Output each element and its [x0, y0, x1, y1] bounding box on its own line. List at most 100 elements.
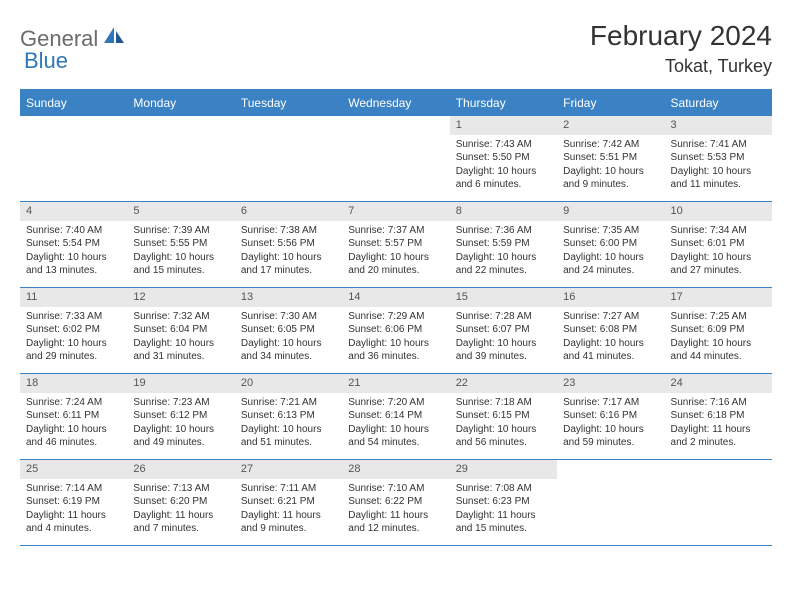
day-line: and 31 minutes.: [133, 350, 228, 364]
day-cell: 26Sunrise: 7:13 AMSunset: 6:20 PMDayligh…: [127, 460, 234, 546]
day-content: Sunrise: 7:36 AMSunset: 5:59 PMDaylight:…: [450, 221, 557, 281]
day-line: and 59 minutes.: [563, 436, 658, 450]
day-line: Sunset: 6:13 PM: [241, 409, 336, 423]
day-line: Sunrise: 7:25 AM: [671, 310, 766, 324]
title-block: February 2024 Tokat, Turkey: [590, 20, 772, 77]
day-line: and 12 minutes.: [348, 522, 443, 536]
day-cell: 10Sunrise: 7:34 AMSunset: 6:01 PMDayligh…: [665, 202, 772, 288]
day-line: Sunrise: 7:30 AM: [241, 310, 336, 324]
day-cell: 20Sunrise: 7:21 AMSunset: 6:13 PMDayligh…: [235, 374, 342, 460]
weekday-header-row: Sunday Monday Tuesday Wednesday Thursday…: [20, 90, 772, 116]
day-content: Sunrise: 7:28 AMSunset: 6:07 PMDaylight:…: [450, 307, 557, 367]
day-line: Sunset: 5:50 PM: [456, 151, 551, 165]
day-line: Sunrise: 7:39 AM: [133, 224, 228, 238]
day-number: 10: [665, 202, 772, 221]
day-line: Daylight: 10 hours: [563, 165, 658, 179]
calendar-page: General February 2024 Tokat, Turkey Blue…: [0, 0, 792, 612]
day-line: Sunset: 6:18 PM: [671, 409, 766, 423]
day-content: Sunrise: 7:25 AMSunset: 6:09 PMDaylight:…: [665, 307, 772, 367]
day-cell: 3Sunrise: 7:41 AMSunset: 5:53 PMDaylight…: [665, 116, 772, 202]
day-number: 19: [127, 374, 234, 393]
day-line: and 27 minutes.: [671, 264, 766, 278]
day-line: Sunrise: 7:11 AM: [241, 482, 336, 496]
empty-cell: [557, 460, 664, 546]
day-number: 23: [557, 374, 664, 393]
day-line: Daylight: 11 hours: [456, 509, 551, 523]
day-line: Sunset: 5:57 PM: [348, 237, 443, 251]
day-line: and 15 minutes.: [456, 522, 551, 536]
day-content: Sunrise: 7:10 AMSunset: 6:22 PMDaylight:…: [342, 479, 449, 539]
day-line: and 29 minutes.: [26, 350, 121, 364]
day-line: Sunrise: 7:10 AM: [348, 482, 443, 496]
day-content: Sunrise: 7:18 AMSunset: 6:15 PMDaylight:…: [450, 393, 557, 453]
day-line: Sunrise: 7:14 AM: [26, 482, 121, 496]
day-cell: 21Sunrise: 7:20 AMSunset: 6:14 PMDayligh…: [342, 374, 449, 460]
day-line: Sunrise: 7:41 AM: [671, 138, 766, 152]
day-content: Sunrise: 7:24 AMSunset: 6:11 PMDaylight:…: [20, 393, 127, 453]
weekday-wed: Wednesday: [342, 90, 449, 116]
day-line: Sunrise: 7:36 AM: [456, 224, 551, 238]
empty-cell: [127, 116, 234, 202]
day-line: Daylight: 11 hours: [26, 509, 121, 523]
day-cell: 6Sunrise: 7:38 AMSunset: 5:56 PMDaylight…: [235, 202, 342, 288]
location-label: Tokat, Turkey: [590, 56, 772, 77]
day-line: Sunset: 6:12 PM: [133, 409, 228, 423]
day-line: and 36 minutes.: [348, 350, 443, 364]
day-number: 18: [20, 374, 127, 393]
day-cell: 5Sunrise: 7:39 AMSunset: 5:55 PMDaylight…: [127, 202, 234, 288]
day-line: Sunset: 5:55 PM: [133, 237, 228, 251]
day-content: Sunrise: 7:21 AMSunset: 6:13 PMDaylight:…: [235, 393, 342, 453]
day-content: Sunrise: 7:14 AMSunset: 6:19 PMDaylight:…: [20, 479, 127, 539]
day-cell: 1Sunrise: 7:43 AMSunset: 5:50 PMDaylight…: [450, 116, 557, 202]
calendar-week-row: 11Sunrise: 7:33 AMSunset: 6:02 PMDayligh…: [20, 288, 772, 374]
day-cell: 8Sunrise: 7:36 AMSunset: 5:59 PMDaylight…: [450, 202, 557, 288]
day-number: 24: [665, 374, 772, 393]
day-number: 14: [342, 288, 449, 307]
day-number: 5: [127, 202, 234, 221]
day-line: and 54 minutes.: [348, 436, 443, 450]
day-line: and 56 minutes.: [456, 436, 551, 450]
day-line: Daylight: 10 hours: [563, 337, 658, 351]
day-line: Daylight: 11 hours: [133, 509, 228, 523]
day-cell: 27Sunrise: 7:11 AMSunset: 6:21 PMDayligh…: [235, 460, 342, 546]
day-line: Sunrise: 7:24 AM: [26, 396, 121, 410]
day-number: 29: [450, 460, 557, 479]
day-content: Sunrise: 7:29 AMSunset: 6:06 PMDaylight:…: [342, 307, 449, 367]
day-number: 7: [342, 202, 449, 221]
day-cell: 22Sunrise: 7:18 AMSunset: 6:15 PMDayligh…: [450, 374, 557, 460]
day-number: 17: [665, 288, 772, 307]
day-content: Sunrise: 7:39 AMSunset: 5:55 PMDaylight:…: [127, 221, 234, 281]
day-content: Sunrise: 7:17 AMSunset: 6:16 PMDaylight:…: [557, 393, 664, 453]
day-content: Sunrise: 7:35 AMSunset: 6:00 PMDaylight:…: [557, 221, 664, 281]
day-content: Sunrise: 7:40 AMSunset: 5:54 PMDaylight:…: [20, 221, 127, 281]
day-line: Sunset: 5:54 PM: [26, 237, 121, 251]
day-line: and 7 minutes.: [133, 522, 228, 536]
day-content: Sunrise: 7:42 AMSunset: 5:51 PMDaylight:…: [557, 135, 664, 195]
day-line: Daylight: 10 hours: [348, 251, 443, 265]
day-line: Sunrise: 7:38 AM: [241, 224, 336, 238]
day-line: and 2 minutes.: [671, 436, 766, 450]
day-line: Daylight: 10 hours: [26, 423, 121, 437]
day-cell: 14Sunrise: 7:29 AMSunset: 6:06 PMDayligh…: [342, 288, 449, 374]
day-line: Sunrise: 7:42 AM: [563, 138, 658, 152]
day-line: Sunset: 6:02 PM: [26, 323, 121, 337]
day-content: Sunrise: 7:23 AMSunset: 6:12 PMDaylight:…: [127, 393, 234, 453]
day-content: Sunrise: 7:32 AMSunset: 6:04 PMDaylight:…: [127, 307, 234, 367]
day-line: Sunrise: 7:40 AM: [26, 224, 121, 238]
day-line: Daylight: 10 hours: [348, 423, 443, 437]
day-line: Daylight: 11 hours: [671, 423, 766, 437]
day-line: Sunrise: 7:37 AM: [348, 224, 443, 238]
day-line: Daylight: 10 hours: [348, 337, 443, 351]
day-content: Sunrise: 7:33 AMSunset: 6:02 PMDaylight:…: [20, 307, 127, 367]
day-line: Daylight: 10 hours: [133, 251, 228, 265]
day-number: 6: [235, 202, 342, 221]
day-line: Sunrise: 7:28 AM: [456, 310, 551, 324]
day-number: 25: [20, 460, 127, 479]
day-cell: 15Sunrise: 7:28 AMSunset: 6:07 PMDayligh…: [450, 288, 557, 374]
day-number: 4: [20, 202, 127, 221]
day-number: 1: [450, 116, 557, 135]
day-line: Sunset: 6:11 PM: [26, 409, 121, 423]
day-number: 15: [450, 288, 557, 307]
day-cell: 28Sunrise: 7:10 AMSunset: 6:22 PMDayligh…: [342, 460, 449, 546]
day-line: Sunset: 6:09 PM: [671, 323, 766, 337]
